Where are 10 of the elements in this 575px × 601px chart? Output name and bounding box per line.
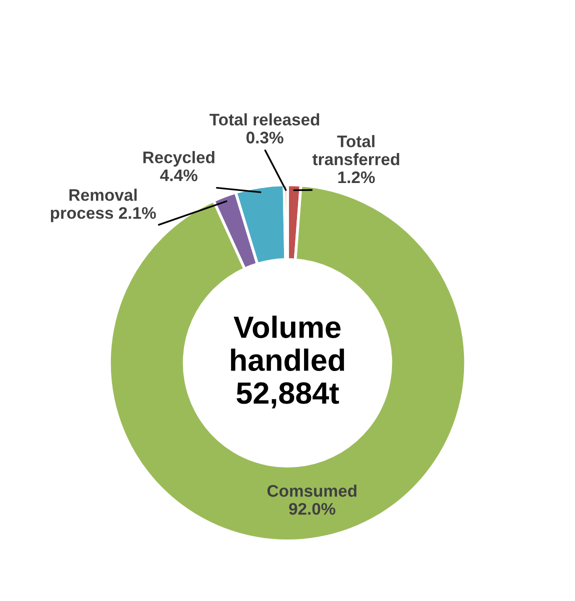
slice-label: Comsumed bbox=[267, 484, 356, 497]
slice-label: Removal process 2.1% bbox=[50, 188, 156, 222]
data-label: 4.4% bbox=[160, 169, 198, 182]
data-label: 0.3% bbox=[246, 132, 284, 144]
slice-label: Total released bbox=[210, 113, 320, 126]
data-label: 1.2% bbox=[338, 171, 375, 184]
data-label: 92.0% bbox=[289, 502, 336, 515]
text: Volume handled 52,884t bbox=[231, 316, 344, 408]
slice-label: Recycled bbox=[143, 151, 214, 167]
slice-label: Total transferred bbox=[312, 135, 400, 166]
